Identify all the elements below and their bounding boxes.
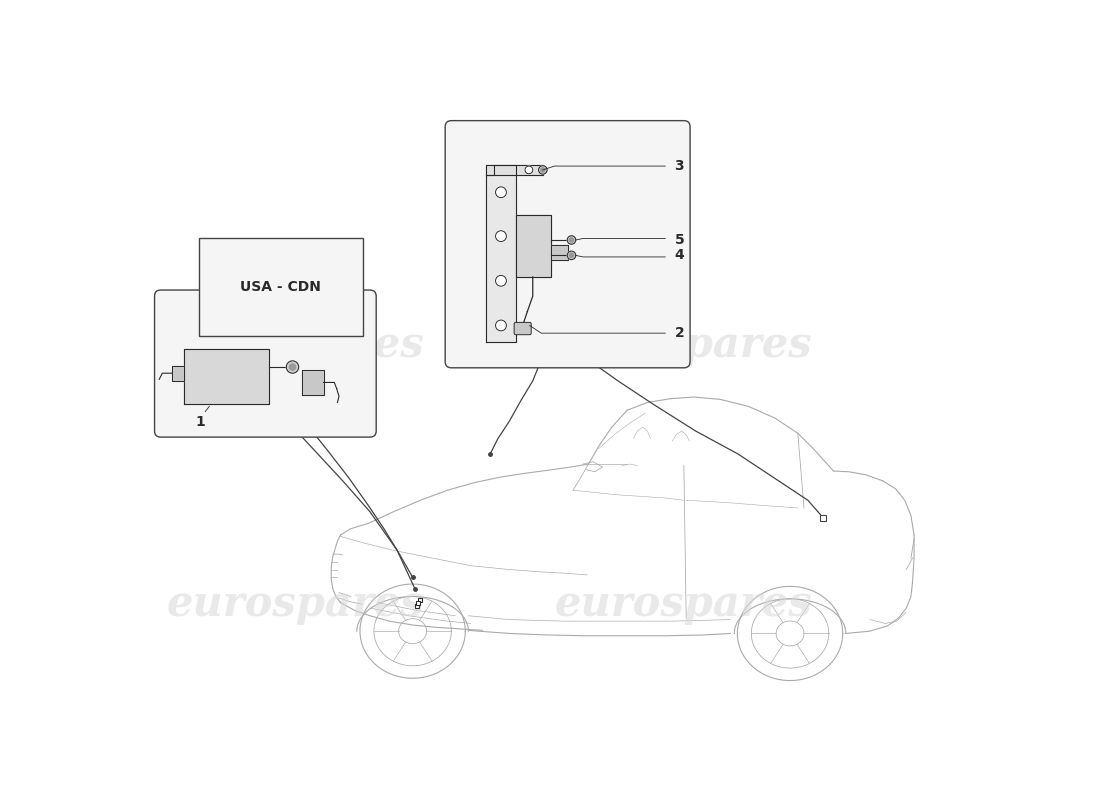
Text: eurospares: eurospares: [554, 583, 812, 626]
Text: 4: 4: [674, 248, 684, 262]
Text: 3: 3: [674, 159, 684, 173]
Text: eurospares: eurospares: [554, 325, 812, 366]
FancyBboxPatch shape: [154, 290, 376, 437]
Text: 5: 5: [674, 233, 684, 247]
Circle shape: [495, 320, 506, 331]
Circle shape: [570, 254, 574, 258]
Polygon shape: [551, 245, 568, 260]
FancyBboxPatch shape: [514, 322, 531, 334]
Circle shape: [495, 230, 506, 242]
Polygon shape: [486, 166, 516, 342]
Circle shape: [568, 251, 575, 260]
Text: 2: 2: [674, 326, 684, 340]
Circle shape: [289, 364, 296, 370]
Circle shape: [541, 168, 544, 172]
Circle shape: [570, 238, 574, 242]
Circle shape: [525, 166, 532, 174]
Polygon shape: [173, 366, 184, 381]
Circle shape: [539, 166, 547, 174]
FancyBboxPatch shape: [446, 121, 690, 368]
Circle shape: [495, 275, 506, 286]
Polygon shape: [301, 370, 323, 394]
Polygon shape: [486, 166, 542, 174]
Polygon shape: [516, 215, 551, 277]
Text: eurospares: eurospares: [166, 325, 424, 366]
Text: 1: 1: [196, 414, 206, 429]
Text: eurospares: eurospares: [166, 583, 424, 626]
Circle shape: [286, 361, 299, 373]
Text: USA - CDN: USA - CDN: [241, 280, 321, 294]
Circle shape: [568, 236, 575, 244]
Circle shape: [495, 187, 506, 198]
Polygon shape: [184, 349, 270, 404]
